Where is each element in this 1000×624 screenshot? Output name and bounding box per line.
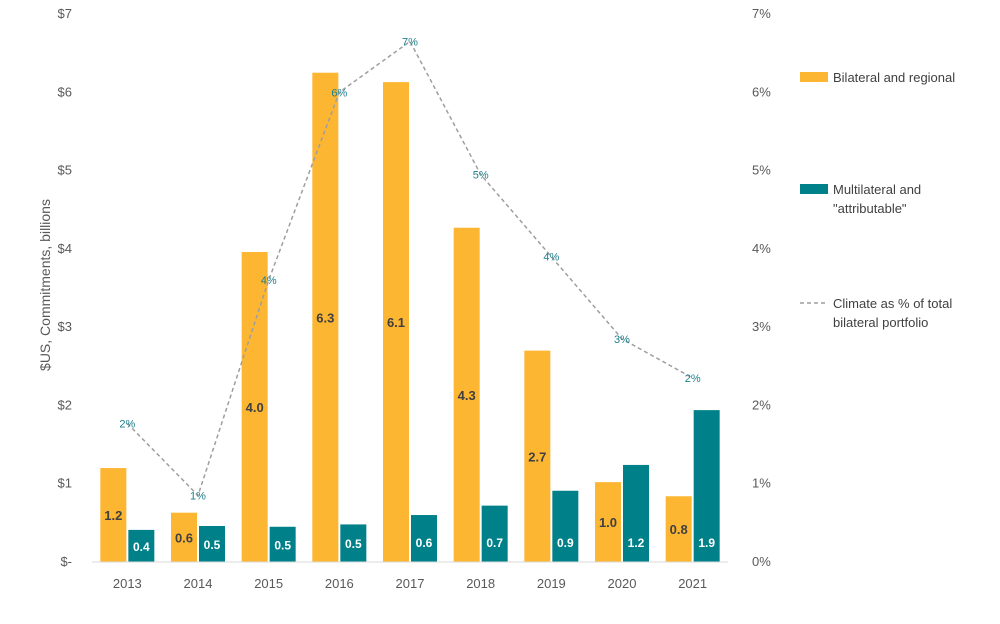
bar-multilateral <box>340 524 367 562</box>
bar-data-label: 0.5 <box>204 538 221 552</box>
y2-tick-label: 3% <box>752 319 771 334</box>
legend: Bilateral and regional Multilateral and "a… <box>800 70 955 330</box>
pct-data-label: 2% <box>119 418 135 430</box>
y2-tick-label: 7% <box>752 6 771 21</box>
pct-line-series: 2% 1% 4% 6% 7% 5% 4% 3% 2% <box>119 36 700 502</box>
y2-axis-ticks: 0% 1% 2% 3% 4% 5% 6% 7% <box>752 6 771 569</box>
bar-data-label: 1.0 <box>599 515 617 530</box>
pct-data-label: 1% <box>190 490 206 502</box>
y-tick-label: $5 <box>58 163 72 178</box>
y-tick-label: $2 <box>58 397 72 412</box>
bar-multilateral <box>128 529 155 562</box>
y-tick-label: $4 <box>58 241 72 256</box>
bar-data-label: 0.6 <box>416 536 433 550</box>
bar-multilateral <box>693 410 720 562</box>
y2-tick-label: 0% <box>752 554 771 569</box>
bar-data-label: 1.2 <box>628 536 645 550</box>
bar-bilateral <box>453 227 480 562</box>
bar-bilateral <box>383 82 409 562</box>
legend-label-line-series: Climate as % of total bilateral portfolio <box>833 296 952 330</box>
bar-bilateral <box>595 482 621 562</box>
y-tick-label: $6 <box>58 84 72 99</box>
bar-bilateral <box>241 251 268 562</box>
bar-data-label: 0.9 <box>557 536 574 550</box>
y2-tick-label: 4% <box>752 241 771 256</box>
pct-data-label: 2% <box>685 373 701 385</box>
bar-data-label: 1.9 <box>698 536 715 550</box>
pct-line <box>126 40 694 497</box>
y-axis-title: $US, Commitments, billions <box>37 199 53 371</box>
x-tick-label: 2018 <box>466 576 495 591</box>
bar-multilateral <box>269 526 296 562</box>
x-tick-label: 2017 <box>396 576 425 591</box>
y-tick-label: $3 <box>58 319 72 334</box>
y2-tick-label: 2% <box>752 397 771 412</box>
bar-data-label: 0.5 <box>345 537 362 551</box>
legend-swatch-multilateral <box>800 184 828 194</box>
pct-data-label: 4% <box>261 275 277 287</box>
x-tick-label: 2021 <box>678 576 707 591</box>
y-tick-label: $1 <box>58 476 72 491</box>
bar-data-label: 6.3 <box>316 310 334 325</box>
x-tick-label: 2020 <box>608 576 637 591</box>
bar-multilateral <box>623 464 649 562</box>
legend-label-line: bilateral portfolio <box>833 315 928 330</box>
bar-data-label: 0.5 <box>274 538 291 552</box>
bar-multilateral <box>411 515 437 562</box>
legend-swatch-bilateral <box>800 72 828 82</box>
bar-data-label: 4.3 <box>458 388 476 403</box>
y-tick-label: $7 <box>58 6 72 21</box>
bar-bilateral <box>524 350 551 562</box>
bar-multilateral <box>199 525 225 562</box>
y-tick-label: $- <box>60 554 72 569</box>
bar-data-label: 2.7 <box>528 449 546 464</box>
bar-data-label: 1.2 <box>104 508 122 523</box>
bar-bilateral <box>171 512 197 562</box>
bar-data-label: 0.6 <box>175 530 193 545</box>
pct-data-label: 7% <box>402 36 418 48</box>
legend-label-multilateral: Multilateral and "attributable" <box>833 182 921 216</box>
x-tick-label: 2013 <box>113 576 142 591</box>
x-tick-label: 2019 <box>537 576 566 591</box>
bars: 1.2 0.6 4.0 6.3 6.1 4.3 2.7 1.0 0.8 0.4 0.5 0.5 0.5 0… <box>100 72 720 562</box>
pct-data-label: 4% <box>543 252 559 264</box>
legend-label-line: Climate as % of total <box>833 296 952 311</box>
legend-label-line: Multilateral and <box>833 182 921 197</box>
legend-label-bilateral: Bilateral and regional <box>833 70 955 85</box>
bar-data-label: 0.8 <box>670 522 688 537</box>
pct-data-label: 5% <box>473 169 489 181</box>
y2-tick-label: 6% <box>752 84 771 99</box>
y2-tick-label: 1% <box>752 476 771 491</box>
y-axis-ticks: $- $1 $2 $3 $4 $5 $6 $7 <box>58 6 72 569</box>
bar-data-label: 0.7 <box>486 536 503 550</box>
bar-multilateral <box>481 505 508 562</box>
x-tick-label: 2016 <box>325 576 354 591</box>
bar-data-label: 6.1 <box>387 315 405 330</box>
y2-tick-label: 5% <box>752 163 771 178</box>
bar-bilateral <box>100 468 127 562</box>
bar-data-label: 4.0 <box>246 400 264 415</box>
x-axis-ticks: 2013 2014 2015 2016 2017 2018 2019 2020 2021 <box>113 576 707 591</box>
bar-bilateral <box>665 496 692 562</box>
legend-label-line: "attributable" <box>833 201 907 216</box>
x-tick-label: 2014 <box>184 576 213 591</box>
bar-data-label: 0.4 <box>133 540 150 554</box>
x-tick-label: 2015 <box>254 576 283 591</box>
pct-data-label: 3% <box>614 334 630 346</box>
bar-multilateral <box>552 490 579 562</box>
pct-data-label: 6% <box>331 87 347 99</box>
